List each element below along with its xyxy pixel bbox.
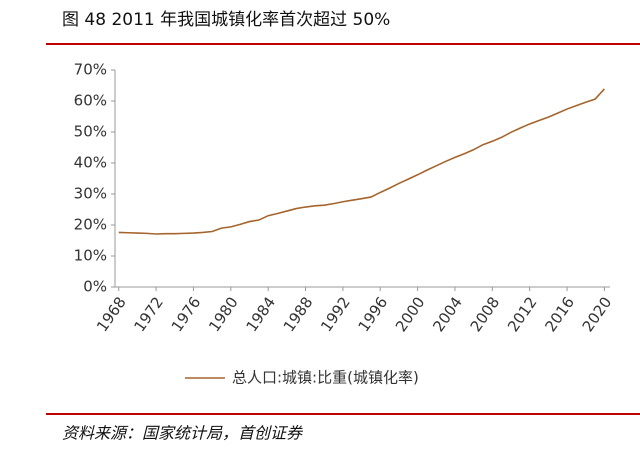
y-tick-label: 50% xyxy=(74,123,107,141)
x-tick-label: 2012 xyxy=(504,294,541,336)
x-tick-label: 2020 xyxy=(579,294,616,336)
x-tick-label: 1968 xyxy=(93,294,130,336)
x-tick-label: 2000 xyxy=(392,294,429,336)
x-tick-label: 1984 xyxy=(242,294,279,336)
x-tick-label: 2008 xyxy=(467,294,504,336)
line-series xyxy=(118,88,605,235)
y-tick-label: 60% xyxy=(74,92,107,110)
y-tick-label: 70% xyxy=(74,61,107,79)
y-tick-label: 0% xyxy=(83,278,107,296)
x-tick-label: 2016 xyxy=(541,294,578,336)
chart-title: 图 48 2011 年我国城镇化率首次超过 50% xyxy=(62,10,390,30)
x-tick-label: 1988 xyxy=(280,294,317,336)
source: 资料来源：国家统计局，首创证券 xyxy=(62,424,304,443)
x-tick-label: 1976 xyxy=(168,294,205,336)
x-tick-label: 1972 xyxy=(130,294,167,336)
x-tick-label: 2004 xyxy=(429,294,466,336)
y-tick-label: 10% xyxy=(74,247,107,265)
x-tick-label: 1980 xyxy=(205,294,242,336)
legend-label: 总人口:城镇:比重(城镇化率) xyxy=(232,369,419,387)
x-tick-label: 1992 xyxy=(317,294,354,336)
y-tick-label: 30% xyxy=(74,185,107,203)
y-tick-label: 40% xyxy=(74,154,107,172)
y-tick-label: 20% xyxy=(74,216,107,234)
x-tick-label: 1996 xyxy=(355,294,392,336)
